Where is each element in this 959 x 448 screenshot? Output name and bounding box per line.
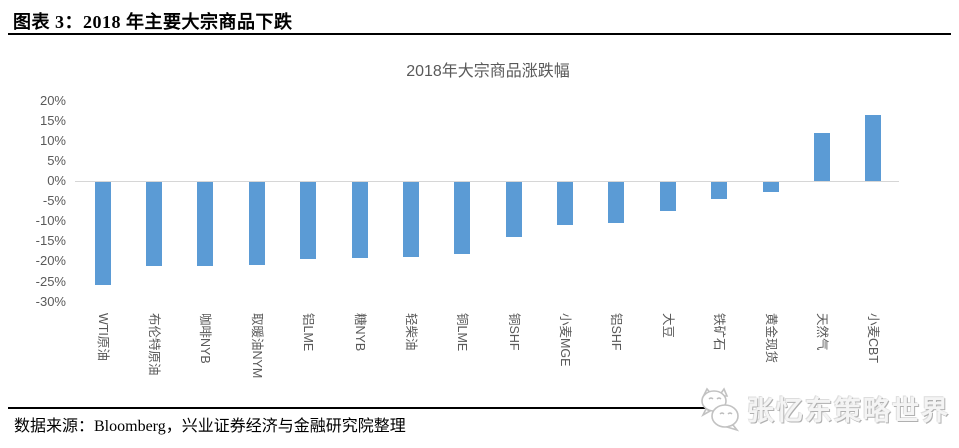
y-axis-tick-label: -25%: [35, 273, 66, 289]
x-axis-line: [75, 181, 899, 182]
x-axis-category-label: 大豆: [660, 313, 675, 339]
x-axis-category-label: WTI原油: [95, 313, 110, 361]
data-source-note: 数据来源：Bloomberg，兴业证券经济与金融研究院整理: [14, 418, 406, 435]
y-axis-tick-label: 20%: [39, 92, 66, 108]
x-axis-category-label: 黄金现货: [763, 313, 778, 364]
bar-取暖油NYM: [248, 182, 265, 265]
bar-糖NYB: [351, 182, 368, 258]
watermark: 张忆东策略世界: [697, 383, 950, 433]
y-axis-tick-label: -10%: [35, 213, 66, 229]
x-axis-category-label: 铝SHF: [609, 313, 624, 351]
x-axis-category-label: 布伦特原油: [147, 313, 162, 376]
x-axis-category-label: 铜LME: [455, 313, 470, 352]
x-axis-category-label: 小麦CBT: [866, 313, 881, 364]
bar-铁矿石: [711, 182, 728, 199]
x-axis-category-label: 轻柴油: [403, 313, 418, 351]
y-axis-tick-label: -5%: [42, 193, 66, 209]
x-axis-category-label: 铝LME: [301, 313, 316, 352]
watermark-text: 张忆东策略世界: [747, 395, 950, 426]
y-axis-tick-label: 15%: [39, 112, 66, 128]
footer-divider: [8, 407, 724, 409]
bar-小麦CBT: [865, 115, 882, 181]
bar-铝LME: [300, 182, 317, 260]
y-axis-tick-label: -20%: [35, 253, 66, 269]
y-axis-tick-label: 10%: [39, 132, 66, 148]
wechat-cat-icon: [701, 387, 740, 432]
header-divider: [8, 33, 951, 35]
bar-铜SHF: [505, 182, 522, 238]
bar-小麦MGE: [557, 182, 574, 226]
x-axis-category-label: 取暖油NYM: [249, 313, 264, 379]
y-axis-tick-label: 0%: [47, 173, 66, 188]
bar-布伦特原油: [146, 182, 163, 267]
x-axis-category-label: 铁矿石: [712, 313, 727, 351]
x-axis-category-label: 天然气: [814, 313, 829, 351]
x-axis-category-label: 小麦MGE: [558, 313, 573, 367]
bar-WTI原油: [94, 182, 111, 285]
y-axis-tick-label: -30%: [35, 293, 66, 309]
y-axis-tick-label: 5%: [47, 152, 66, 168]
bar-黄金现货: [762, 182, 779, 192]
chart-title: 2018年大宗商品涨跌幅: [406, 63, 570, 80]
bar-大豆: [659, 182, 676, 211]
bar-轻柴油: [402, 182, 419, 257]
figure-caption: 图表 3：2018 年主要大宗商品下跌: [13, 12, 293, 32]
bar-咖啡NYB: [197, 182, 214, 266]
bar-铝SHF: [608, 182, 625, 223]
y-axis-tick-label: -15%: [35, 233, 66, 249]
bar-铜LME: [454, 182, 471, 254]
bar-天然气: [813, 132, 830, 181]
x-axis-category-label: 糖NYB: [352, 313, 367, 352]
x-axis-category-label: 铜SHF: [506, 313, 521, 351]
x-axis-category-label: 咖啡NYB: [198, 313, 213, 364]
